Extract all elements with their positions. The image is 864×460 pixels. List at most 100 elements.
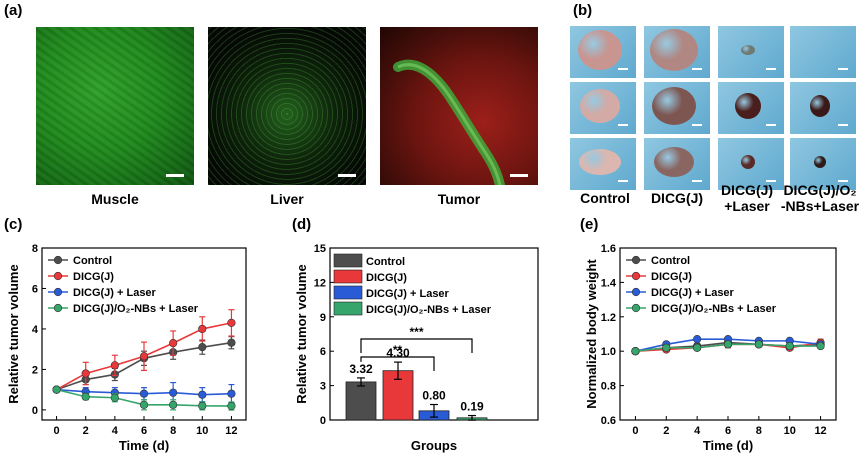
legend-swatch: [333, 301, 363, 316]
tumor-specimen: [580, 89, 620, 123]
significance-bracket: [360, 356, 435, 371]
data-point: [227, 318, 236, 327]
scale-bar: [838, 180, 848, 182]
scale-bar: [838, 68, 848, 70]
data-label: 0.19: [460, 400, 484, 414]
data-point: [169, 400, 178, 409]
x-tick-label: 0: [54, 425, 60, 437]
scale-bar: [838, 124, 848, 126]
bar: [345, 381, 377, 421]
legend-marker: [53, 303, 63, 313]
caption-dicg-nbs-laser: DICG(J)/O₂ -NBs+Laser: [780, 182, 860, 214]
legend-label: Control: [366, 256, 405, 268]
x-tick-label: 4: [694, 425, 701, 437]
scale-bar: [692, 124, 702, 126]
y-tick-label: 0: [320, 415, 326, 427]
legend-marker: [53, 287, 63, 297]
caption-dicg: DICG(J): [650, 190, 704, 206]
legend-marker: [631, 271, 641, 281]
scale-bar: [618, 180, 628, 182]
data-point: [81, 392, 90, 401]
data-point: [52, 385, 61, 394]
y-tick-label: 1.6: [601, 243, 616, 255]
x-tick-label: 2: [663, 425, 669, 437]
scale-bar: [618, 124, 628, 126]
y-tick-label: 0.6: [601, 415, 616, 427]
data-point: [169, 339, 178, 348]
x-tick-label: 12: [225, 425, 237, 437]
legend-swatch: [333, 269, 363, 284]
y-tick-label: 15: [314, 243, 326, 255]
significance-bracket: [360, 338, 473, 353]
caption-muscle: Muscle: [91, 191, 139, 207]
legend-marker: [631, 255, 641, 265]
data-point: [227, 401, 236, 411]
tumor-photo: [644, 26, 710, 78]
y-tick-label: 3: [320, 381, 326, 393]
tumor-photo: [718, 82, 784, 134]
y-tick-label: 6: [320, 346, 326, 358]
tumor-photo: [790, 82, 856, 134]
data-point: [198, 401, 207, 410]
scale-bar: [618, 68, 628, 70]
data-point: [693, 343, 702, 352]
legend-label: Control: [73, 255, 112, 267]
caption-liver: Liver: [270, 191, 304, 207]
data-label: 0.80: [422, 389, 446, 403]
tumor-photo: [570, 82, 636, 134]
x-tick-label: 4: [112, 425, 119, 437]
caption-control: Control: [580, 190, 630, 206]
x-tick-label: 8: [170, 425, 176, 437]
tumor-specimen: [652, 87, 696, 125]
x-tick-label: 2: [83, 425, 89, 437]
caption-tumor: Tumor: [437, 191, 481, 207]
tumor-photo: [570, 138, 636, 190]
data-point: [81, 369, 90, 378]
x-tick-label: 8: [756, 425, 762, 437]
y-tick-label: 4: [32, 324, 39, 336]
significance-label: **: [393, 343, 403, 357]
data-point: [662, 343, 671, 352]
x-tick-label: 6: [725, 425, 731, 437]
muscle-micrograph: [36, 27, 194, 185]
data-point: [227, 338, 236, 347]
tumor-specimen: [650, 29, 698, 71]
tumor-specimen: [814, 156, 826, 168]
x-tick-label: 10: [196, 425, 208, 437]
liver-micrograph: [208, 27, 366, 185]
y-axis-label: Relative tumor volume: [6, 264, 21, 403]
tumor-photo: [718, 26, 784, 78]
x-axis-label: Time (d): [119, 438, 169, 453]
legend-marker: [53, 271, 63, 281]
tumor-specimen: [741, 45, 755, 55]
data-point: [139, 352, 149, 361]
y-axis-label: Relative tumor volume: [294, 264, 309, 403]
data-point: [631, 347, 640, 356]
y-tick-label: 1.4: [601, 277, 617, 289]
legend-label: DICG(J): [366, 272, 407, 284]
x-axis-label: Time (d): [703, 438, 753, 453]
scale-bar: [510, 174, 528, 177]
x-tick-label: 6: [141, 425, 147, 437]
data-point: [198, 390, 207, 399]
y-tick-label: 1.0: [601, 346, 616, 358]
legend-label: DICG(J) + Laser: [651, 287, 735, 299]
tumor-photo-grid: [570, 26, 862, 190]
x-axis-label: Groups: [411, 438, 457, 453]
y-tick-label: 1.2: [601, 312, 616, 324]
chart-body-weight: 0 2 4 6 8 10 12 0.6 0.8 1.0 1.2 1.4 1.6 Time (d) Norma…: [584, 243, 837, 453]
legend-label: DICG(J): [651, 271, 692, 283]
panel-label-e: (e): [580, 216, 599, 233]
y-tick-label: 0.8: [601, 381, 616, 393]
significance-label: ***: [409, 325, 423, 339]
legend-label: DICG(J)/O₂-NBs + Laser: [651, 303, 777, 315]
y-tick-label: 12: [314, 277, 326, 289]
y-tick-label: 0: [32, 405, 38, 417]
data-point: [785, 341, 794, 351]
scale-bar: [338, 174, 356, 177]
legend-swatch: [333, 285, 363, 300]
data-point: [198, 324, 207, 334]
y-tick-label: 9: [320, 312, 326, 324]
